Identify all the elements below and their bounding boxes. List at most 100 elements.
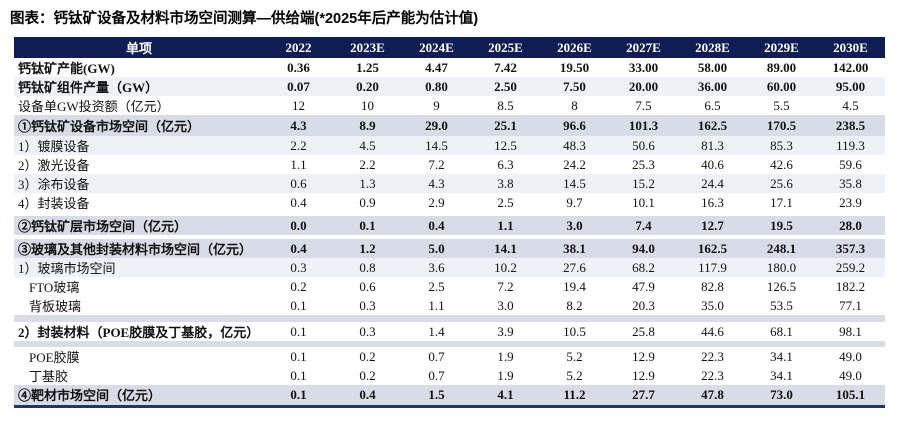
value-cell: 3.6 <box>402 258 471 277</box>
value-cell: 14.5 <box>402 136 471 155</box>
header-row: 单项 2022 2023E 2024E 2025E 2026E 2027E 2028E 2029… <box>14 37 885 58</box>
value-cell: 34.1 <box>770 367 793 383</box>
value-cell: 95.00 <box>816 77 885 96</box>
value-cell: 0.3 <box>264 258 333 277</box>
value-cell: 10.5 <box>540 315 609 347</box>
value-cell: 19.5 <box>747 212 816 237</box>
row-label: FTO玻璃 <box>29 280 80 295</box>
value-cell: 357.3 <box>816 235 885 258</box>
row-label: ③玻璃及其他封装材料市场空间（亿元） <box>14 235 264 258</box>
value-cell: 96.6 <box>540 115 609 136</box>
value-cell: 5.0 <box>402 235 471 258</box>
table-row: 丁基胶 0.1 0.2 0.7 1.9 5.2 12.9 22.3 34.1 49.0 <box>14 366 885 385</box>
value-cell: 44.6 <box>678 315 747 347</box>
value-cell: 49.0 <box>839 367 862 383</box>
value-cell: 101.3 <box>609 115 678 136</box>
value-cell: 238.5 <box>816 115 885 136</box>
value-cell: 17.1 <box>770 194 793 210</box>
value-cell: 2.2 <box>359 156 376 172</box>
value-cell: 0.1 <box>264 315 333 347</box>
value-cell: 40.6 <box>701 156 724 172</box>
column-header-year: 2023E <box>333 37 402 58</box>
value-cell: 50.6 <box>609 136 678 155</box>
value-cell: 4.47 <box>425 59 448 75</box>
value-cell: 73.0 <box>747 385 816 408</box>
column-header-year: 2022 <box>264 37 333 58</box>
row-label: 2）激光设备 <box>18 158 90 173</box>
value-cell: 0.8 <box>333 258 402 277</box>
value-cell: 24.4 <box>678 174 747 193</box>
column-header-year: 2026E <box>540 37 609 58</box>
row-label: 丁基胶 <box>29 369 69 384</box>
value-cell: 22.3 <box>701 367 724 383</box>
value-cell: 1.9 <box>497 348 514 364</box>
value-cell: 0.2 <box>290 278 307 294</box>
value-cell: 105.1 <box>816 385 885 408</box>
value-cell: 0.4 <box>402 212 471 237</box>
value-cell: 94.0 <box>609 235 678 258</box>
table-body: 钙钛矿产能(GW) 0.36 1.25 4.47 7.42 19.50 33.00 58.00… <box>14 58 885 408</box>
value-cell: 27.6 <box>540 258 609 277</box>
value-cell: 0.3 <box>359 297 376 313</box>
value-cell: 14.1 <box>471 235 540 258</box>
value-cell: 48.3 <box>540 136 609 155</box>
value-cell: 25.1 <box>471 115 540 136</box>
value-cell: 5.2 <box>566 367 583 383</box>
value-cell: 24.2 <box>563 156 586 172</box>
value-cell: 1.5 <box>402 385 471 408</box>
column-header-item: 单项 <box>14 37 264 58</box>
value-cell: 38.1 <box>540 235 609 258</box>
value-cell: 0.9 <box>359 194 376 210</box>
row-label: 1）玻璃市场空间 <box>14 258 264 277</box>
value-cell: 1.2 <box>333 235 402 258</box>
value-cell: 7.50 <box>540 77 609 96</box>
value-cell: 27.7 <box>609 385 678 408</box>
column-header-year: 2030E <box>816 37 885 58</box>
value-cell: 8.2 <box>566 297 583 313</box>
value-cell: 0.7 <box>428 348 445 364</box>
value-cell: 3.0 <box>540 212 609 237</box>
value-cell: 4.5 <box>333 136 402 155</box>
value-cell: 9 <box>433 97 440 113</box>
value-cell: 10 <box>361 97 374 113</box>
column-header-year: 2028E <box>678 37 747 58</box>
value-cell: 81.3 <box>678 136 747 155</box>
value-cell: 0.07 <box>264 77 333 96</box>
table-row: ②钙钛矿层市场空间（亿元） 0.0 0.1 0.4 1.1 3.0 7.4 12.7 19.5 2… <box>14 212 885 237</box>
value-cell: 8.9 <box>333 115 402 136</box>
value-cell: 22.3 <box>701 348 724 364</box>
value-cell: 23.9 <box>839 194 862 210</box>
value-cell: 25.8 <box>609 315 678 347</box>
value-cell: 1.1 <box>471 212 540 237</box>
value-cell: 6.3 <box>497 156 514 172</box>
value-cell: 29.0 <box>402 115 471 136</box>
value-cell: 4.3 <box>264 115 333 136</box>
table-row: 1）玻璃市场空间 0.3 0.8 3.6 10.2 27.6 68.2 117.9 180.0 2… <box>14 258 885 277</box>
value-cell: 0.80 <box>402 77 471 96</box>
table-row: 钙钛矿产能(GW) 0.36 1.25 4.47 7.42 19.50 33.00 58.00… <box>14 58 885 77</box>
value-cell: 77.1 <box>839 297 862 313</box>
value-cell: 68.2 <box>609 258 678 277</box>
row-label: 钙钛矿产能(GW) <box>18 61 115 76</box>
value-cell: 1.1 <box>290 156 307 172</box>
value-cell: 1.4 <box>402 315 471 347</box>
value-cell: 7.2 <box>428 156 445 172</box>
value-cell: 8.5 <box>497 97 514 113</box>
value-cell: 19.4 <box>563 278 586 294</box>
value-cell: 0.7 <box>428 367 445 383</box>
row-label: 设备单GW投资额（亿元） <box>18 99 170 114</box>
value-cell: 7.4 <box>609 212 678 237</box>
value-cell: 11.2 <box>540 385 609 408</box>
value-cell: 12 <box>292 97 305 113</box>
value-cell: 3.9 <box>471 315 540 347</box>
value-cell: 1.9 <box>497 367 514 383</box>
value-cell: 4.1 <box>471 385 540 408</box>
value-cell: 7.2 <box>497 278 514 294</box>
value-cell: 58.00 <box>697 59 728 75</box>
row-label: 4）封装设备 <box>18 196 90 211</box>
value-cell: 34.1 <box>770 348 793 364</box>
value-cell: 19.50 <box>559 59 590 75</box>
table-row: ④靶材市场空间（亿元） 0.1 0.4 1.5 4.1 11.2 27.7 47.8 73.0 1… <box>14 385 885 408</box>
table-row: 背板玻璃 0.1 0.3 1.1 3.0 8.2 20.3 35.0 53.5 77.1 <box>14 296 885 319</box>
